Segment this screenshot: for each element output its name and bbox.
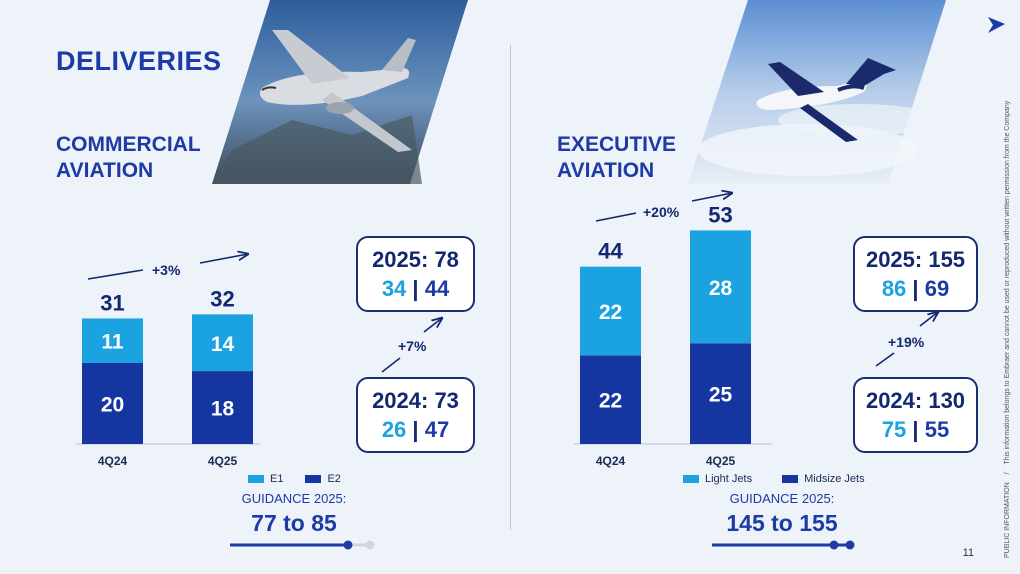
executive-value-midsize-jets-4q25: 25 [709,384,733,407]
section-divider [510,45,511,530]
vertical-disclaimer: PUBLIC INFORMATION / This information be… [1004,100,1011,558]
executive-guidance-end-marker [845,540,855,550]
executive-2025-midsize: 69 [924,276,950,301]
commercial-2024-separator: | [412,417,419,442]
commercial-trend-arrow-tail [87,269,144,280]
page-number: 11 [962,547,974,559]
commercial-2025-total: 2025: 78 [372,247,459,272]
executive-category-4q25: 4Q25 [706,454,736,468]
executive-value-light-jets-4q24: 22 [599,301,622,324]
commercial-callout-2025: 2025: 78 34 | 44 [356,236,475,312]
commercial-guidance-label: GUIDANCE 2025: [241,491,347,506]
commercial-guidance-marker [343,540,353,550]
commercial-title-line1: COMMERCIAL [56,133,201,156]
executive-value-midsize-jets-4q24: 22 [599,390,622,413]
executive-growth-label: +20% [643,204,680,220]
commercial-growth-label: +3% [152,262,181,278]
commercial-legend: E1 E2 [248,473,341,485]
legend-swatch-midsize-jets [782,475,799,483]
executive-bar-midsize-jets-4q24 [580,355,641,444]
commercial-yoy-arrow-head [423,318,442,333]
executive-jet-photo [688,0,946,184]
executive-bar-midsize-jets-4q25 [690,343,751,444]
executive-bar-light-jets-4q25 [690,230,751,344]
commercial-guidance-value: 77 to 85 [251,510,337,536]
commercial-title-line2: AVIATION [56,159,154,182]
commercial-jet-photo [212,0,468,184]
executive-title-line1: EXECUTIVE [557,133,677,156]
legend-swatch-light-jets [683,475,699,483]
executive-2025-light: 86 [881,276,907,301]
commercial-total-4q25: 32 [210,286,234,311]
executive-2025-separator: | [912,276,919,301]
commercial-callout-2024: 2024: 73 26 | 47 [356,377,475,453]
commercial-yoy-label: +7% [398,338,427,354]
commercial-bar-e1-4q24 [82,318,143,363]
commercial-total-4q24: 31 [100,290,124,315]
commercial-bar-e2-4q24 [82,363,143,444]
commercial-yoy-arrow-tail [381,357,401,373]
executive-yoy-label: +19% [888,334,925,350]
commercial-guidance-end-marker [365,540,375,550]
legend-label-midsize-jets: Midsize Jets [804,473,865,485]
legend-swatch-e1 [248,475,264,483]
executive-trend-arrow-head [691,193,732,202]
legend-label-e2: E2 [327,473,341,485]
executive-2024-light: 75 [881,417,907,442]
commercial-category-4q24: 4Q24 [98,454,128,468]
commercial-2025-e2: 44 [424,276,450,301]
executive-total-4q25: 53 [708,202,732,227]
legend-label-light-jets: Light Jets [705,473,753,485]
commercial-value-e2-4q24: 20 [101,394,124,417]
commercial-category-4q25: 4Q25 [208,454,238,468]
executive-guidance-label: GUIDANCE 2025: [729,491,835,506]
executive-deliveries-chart: 22 22 44 4Q24 25 28 53 4Q25 [574,202,772,468]
executive-total-4q24: 44 [598,239,623,264]
commercial-2025-separator: | [412,276,419,301]
public-information-label: PUBLIC INFORMATION [1004,482,1011,558]
executive-yoy-arrow-tail [875,352,895,367]
executive-2024-total: 2024: 130 [865,388,966,413]
executive-title-line2: AVIATION [557,159,655,182]
legend-label-e1: E1 [270,473,284,485]
executive-category-4q24: 4Q24 [596,454,626,468]
executive-callout-2025: 2025: 155 86 | 69 [853,236,978,312]
executive-yoy-arrow-head [919,312,938,327]
executive-value-light-jets-4q25: 28 [709,277,733,300]
growth-arrows [87,0,1020,373]
executive-bar-light-jets-4q24 [580,266,641,356]
executive-trend-arrow-tail [595,212,637,222]
executive-guidance-marker [829,540,839,550]
confidentiality-note: This information belongs to Embraer and … [1004,100,1011,465]
executive-2024-separator: | [912,417,919,442]
executive-guidance-value: 145 to 155 [726,510,838,536]
commercial-trend-arrow-head [199,254,248,264]
embraer-logo-icon [988,17,1005,33]
commercial-bar-e1-4q25 [192,314,253,372]
commercial-bar-e2-4q25 [192,371,253,444]
commercial-value-e1-4q24: 11 [101,331,124,354]
commercial-deliveries-chart: 20 11 31 4Q24 18 14 32 4Q25 [76,286,260,468]
commercial-2025-e1: 34 [381,276,407,301]
executive-legend: Light Jets Midsize Jets [683,473,865,485]
commercial-value-e2-4q25: 18 [211,398,235,421]
commercial-2024-e2: 47 [424,417,450,442]
guidance-range-bars [230,540,855,550]
executive-2025-total: 2025: 155 [865,247,966,272]
commercial-value-e1-4q25: 14 [211,333,235,356]
legend-swatch-e2 [305,475,322,483]
commercial-2024-e1: 26 [381,417,407,442]
commercial-2024-total: 2024: 73 [372,388,459,413]
executive-2024-midsize: 55 [924,417,950,442]
page-title: DELIVERIES [56,46,222,76]
executive-callout-2024: 2024: 130 75 | 55 [853,377,978,453]
